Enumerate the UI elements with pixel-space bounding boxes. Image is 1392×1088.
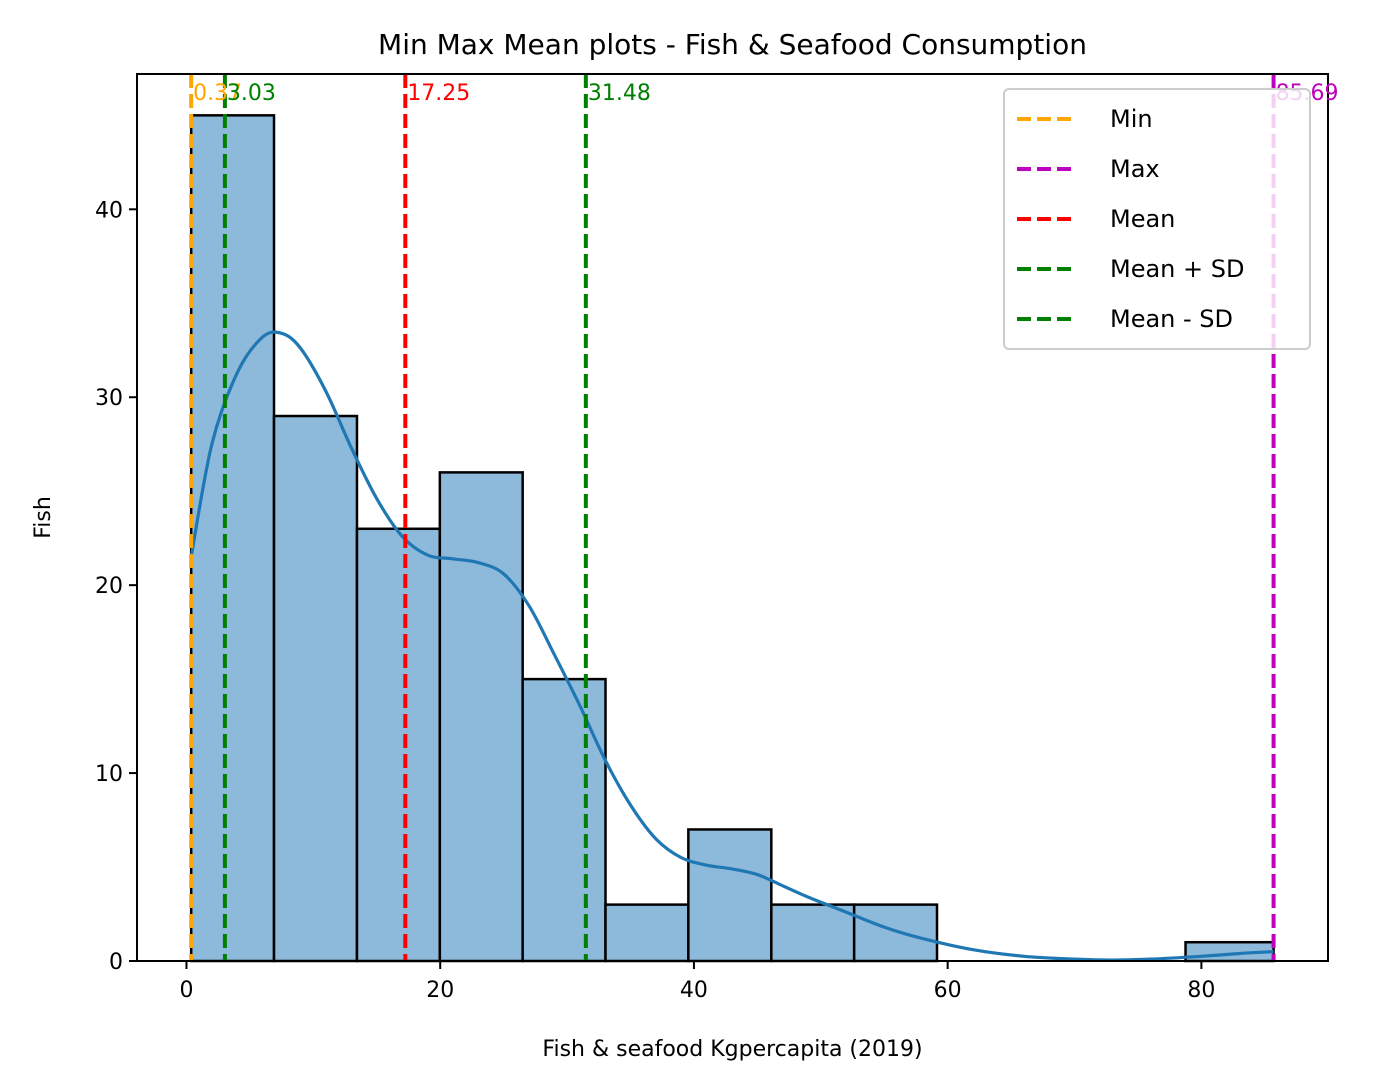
histogram-bar-6: [687, 828, 773, 963]
vline-label-mean: 17.25: [407, 81, 470, 106]
legend-label-max: Max: [1110, 155, 1160, 183]
y-tick-label: 30: [95, 386, 123, 411]
x-ticks: 0 20 40 60 80: [179, 961, 1215, 1003]
x-tick-label: 20: [426, 978, 454, 1003]
histogram-bar-4: [521, 677, 607, 963]
vline-label-min: 0.37: [193, 81, 242, 106]
vline-label-mean-sd: 31.48: [588, 81, 651, 106]
histogram-bar-5: [604, 903, 690, 963]
histogram-bar-7: [770, 903, 856, 963]
y-tick-label: 0: [109, 950, 123, 975]
x-tick-label: 0: [179, 978, 193, 1003]
legend-label-mean-sd: Mean + SD: [1110, 255, 1244, 283]
legend-label-mean: Mean: [1110, 205, 1175, 233]
vline-label-mean-sd: 3.03: [227, 81, 276, 106]
legend-box: [1003, 88, 1311, 350]
bars-layer: [189, 114, 1275, 963]
legend: Min Max Mean Mean + SD Mean - SD: [1003, 88, 1311, 350]
x-tick-label: 40: [680, 978, 708, 1003]
y-tick-label: 10: [95, 762, 123, 787]
y-tick-label: 20: [95, 574, 123, 599]
kde-layer: [189, 330, 1274, 962]
x-tick-label: 80: [1187, 978, 1215, 1003]
histogram-bar-8: [852, 903, 939, 963]
histogram-bar-3: [438, 471, 524, 963]
plot-frame: [136, 73, 1329, 962]
x-axis-label: Fish & seafood Kgpercapita (2019): [542, 1037, 922, 1062]
kde-curve: [189, 330, 1274, 962]
y-tick-label: 40: [95, 198, 123, 223]
histogram-bar-1: [272, 414, 359, 963]
legend-label-min: Min: [1110, 105, 1153, 133]
x-tick-label: 60: [934, 978, 962, 1003]
histogram-bar-0: [189, 114, 276, 963]
y-axis-label: Fish: [31, 496, 56, 539]
y-ticks: 0 10 20 30 40: [95, 198, 137, 975]
legend-label-mean-sd: Mean - SD: [1110, 305, 1233, 333]
chart-title: Min Max Mean plots - Fish & Seafood Cons…: [378, 28, 1087, 61]
histogram-bar-2: [355, 527, 442, 963]
